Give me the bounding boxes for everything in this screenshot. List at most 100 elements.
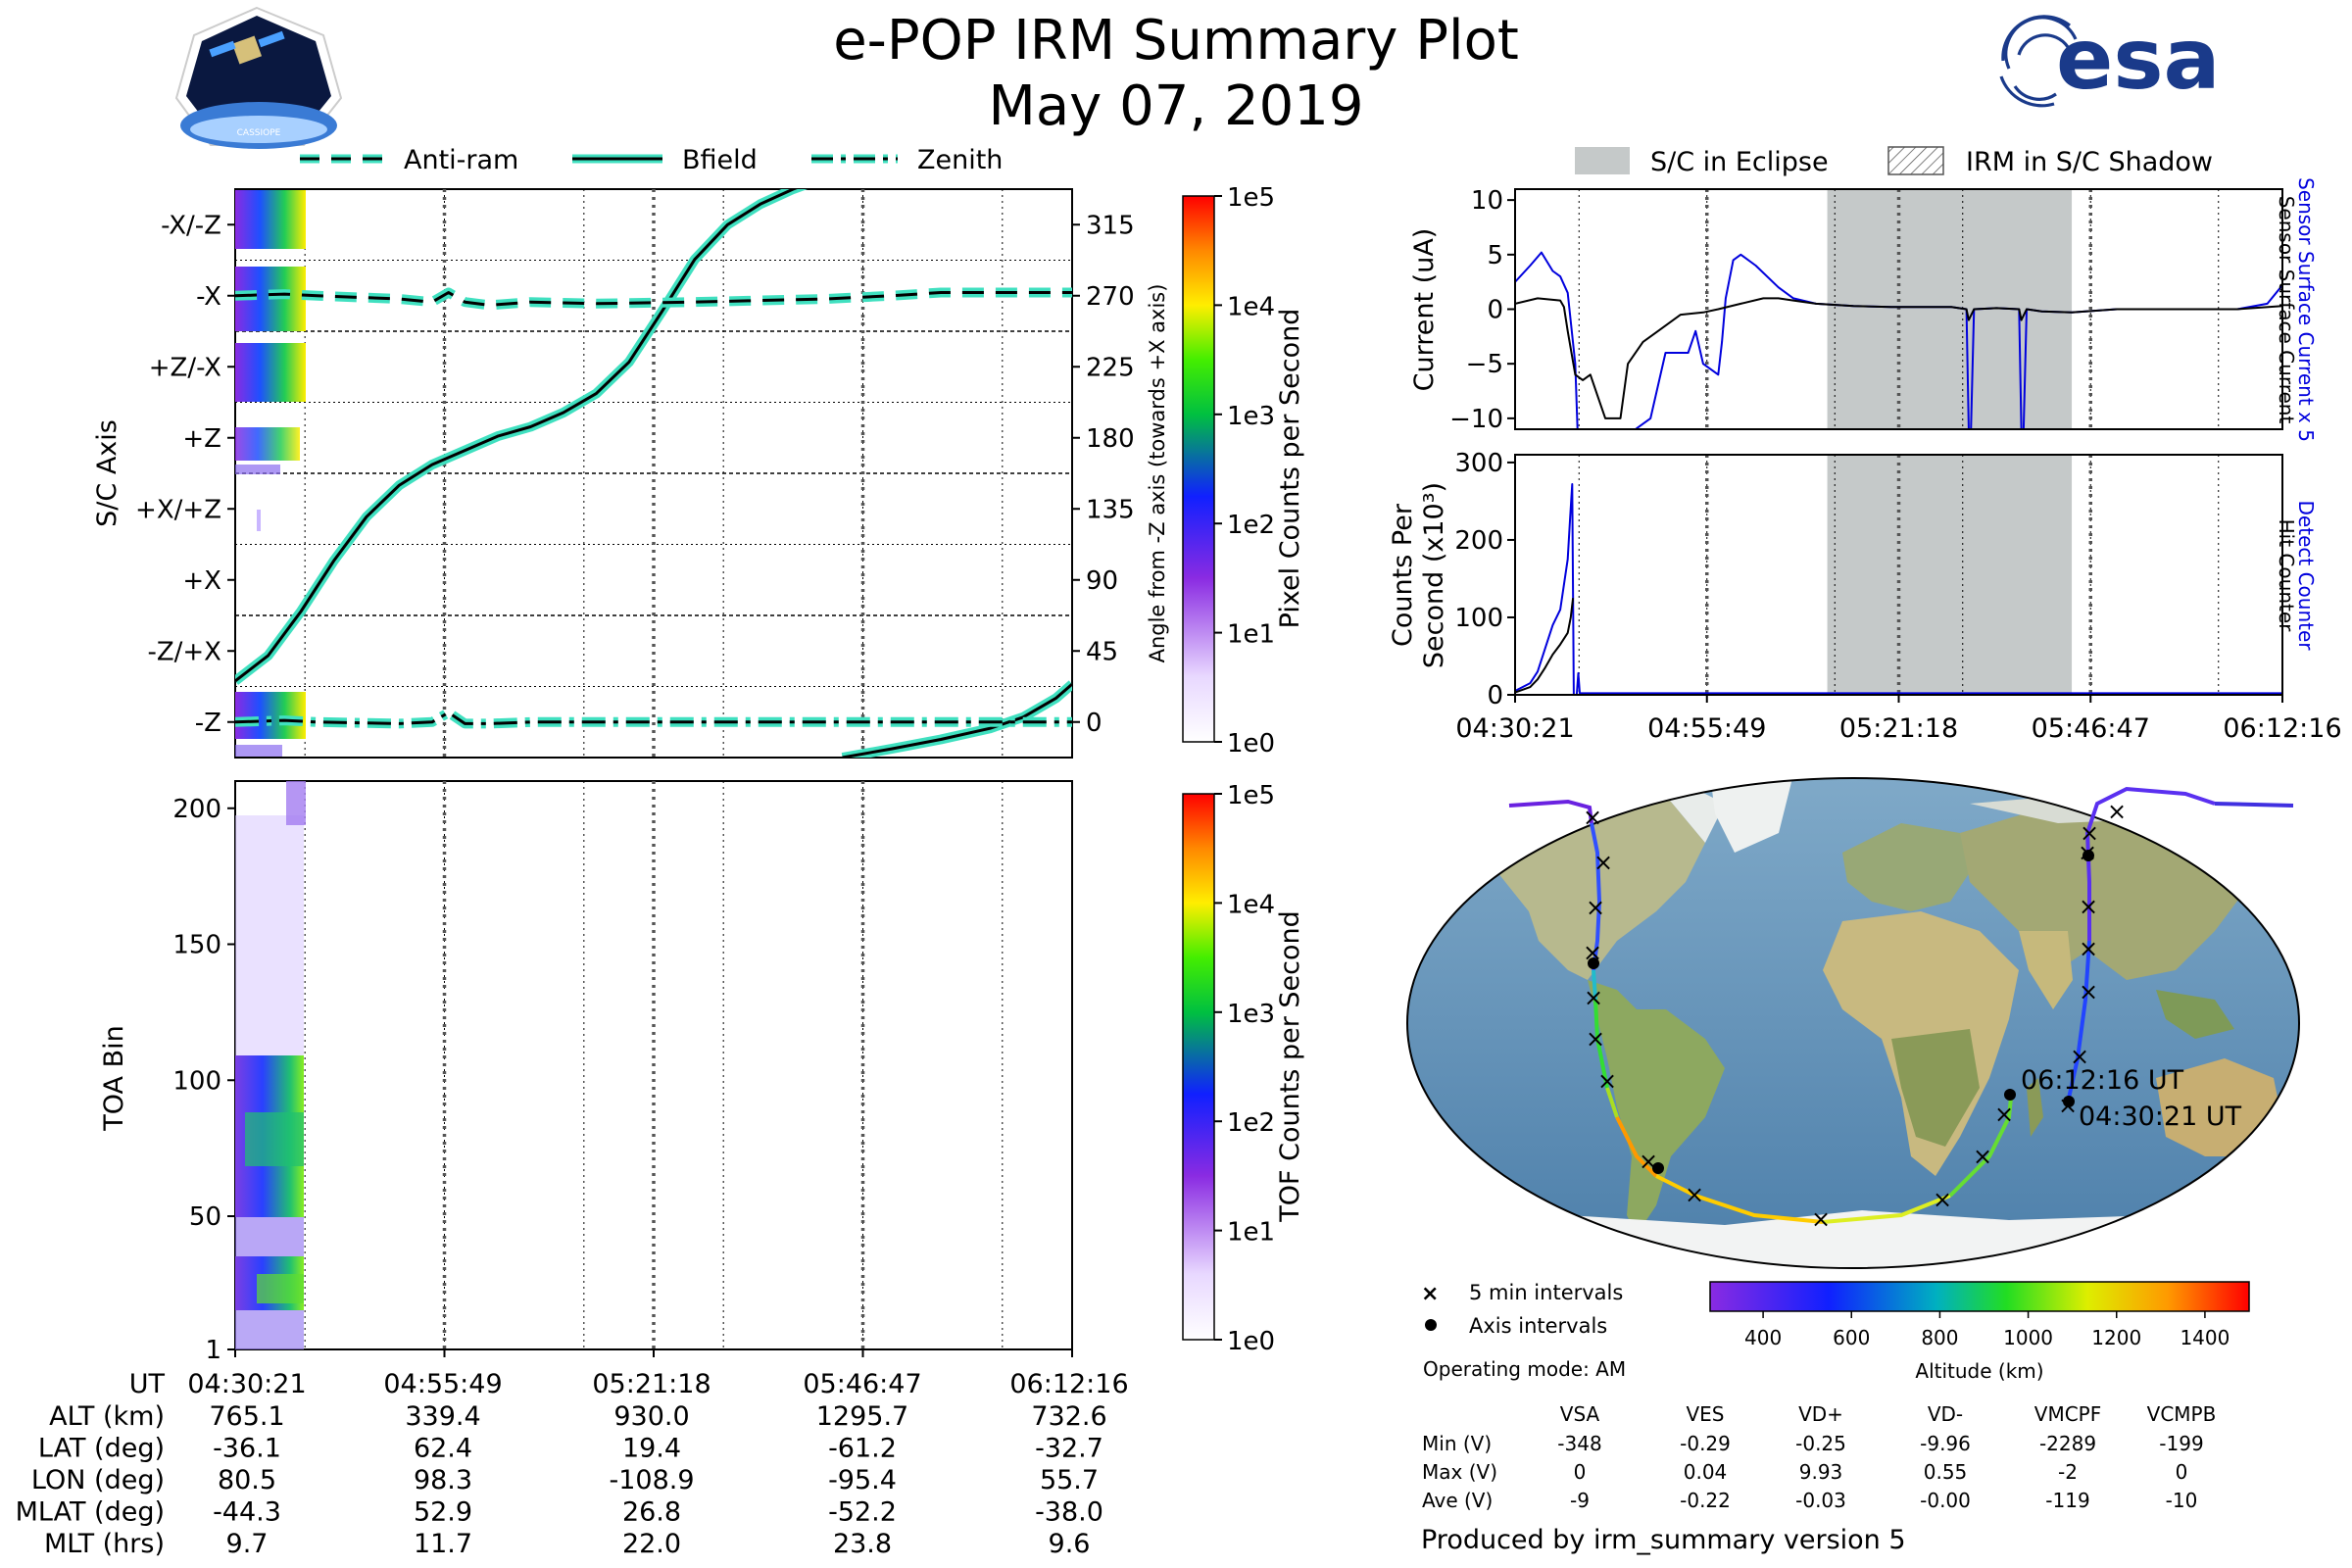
orbit-value: -108.9 xyxy=(609,1465,694,1495)
orbit-table-ut: UT xyxy=(129,1369,166,1399)
sc-axis-left-tick: -Z xyxy=(195,709,221,738)
voltage-value: -9.96 xyxy=(1920,1432,1971,1455)
map-label-end: 06:12:16 UT xyxy=(2021,1065,2184,1096)
orbit-value: 930.0 xyxy=(613,1401,689,1432)
orbit-value: 22.0 xyxy=(622,1529,681,1559)
orbit-value: -44.3 xyxy=(213,1497,281,1528)
orbit-value: 98.3 xyxy=(414,1465,472,1495)
altitude-tick-label: 400 xyxy=(1744,1326,1782,1349)
orbit-value: 55.7 xyxy=(1040,1465,1099,1495)
esa-wordmark: esa xyxy=(2056,11,2221,109)
orbit-value: 23.8 xyxy=(833,1529,892,1559)
voltage-col-header: VD- xyxy=(1928,1402,1963,1426)
legend-zenith-label: Zenith xyxy=(917,145,1003,175)
orbit-table-times: 04:30:21 04:55:49 05:21:18 05:46:47 06:12:16 xyxy=(187,1369,1128,1399)
orbit-value: 62.4 xyxy=(414,1434,472,1464)
tof-colorbar-label: TOF Counts per Second xyxy=(1275,910,1305,1223)
ytick-label: 0 xyxy=(1487,296,1503,325)
axis-dot-marker xyxy=(2063,1096,2075,1107)
pixel-colorbar-label: Pixel Counts per Second xyxy=(1275,309,1305,629)
interval-x-marker: × xyxy=(2070,1043,2089,1070)
track-segment xyxy=(1822,1194,1951,1224)
colorbar-tick-label: 1e2 xyxy=(1227,1108,1275,1138)
orbit-time: 04:55:49 xyxy=(383,1369,502,1399)
mission-badge: CASSIOPE xyxy=(174,6,343,149)
interval-x-marker: × xyxy=(2080,819,2099,847)
sc-axis-left-tick: +X/+Z xyxy=(135,495,221,524)
voltage-value: -199 xyxy=(2159,1432,2203,1455)
sc-axis-left-tick: -X/-Z xyxy=(161,211,221,240)
track-segment xyxy=(1592,969,1597,1001)
counts-yticks: 300 200 100 0 xyxy=(1454,449,1515,710)
legend-bfield: Bfield xyxy=(572,145,758,175)
orbit-table: UT 04:30:21 04:55:49 05:21:18 05:46:47 06:12… xyxy=(16,1369,1129,1559)
counts-xticks: 04:30:21 04:55:49 05:21:18 05:46:47 06:12:16 xyxy=(1455,695,2342,744)
legend-x-marker: × xyxy=(1421,1282,1439,1306)
time-tick-label: 05:46:47 xyxy=(2032,713,2150,744)
orbit-value: -36.1 xyxy=(213,1434,281,1464)
counts-lines xyxy=(1515,483,2282,695)
orbit-markers: ××××××××××××××××××××× xyxy=(1583,798,2127,1233)
orbit-value: 9.6 xyxy=(1049,1529,1091,1559)
ytick-label: 0 xyxy=(1487,681,1503,710)
legend-anti-ram-label: Anti-ram xyxy=(404,145,518,175)
altitude-tick-label: 600 xyxy=(1833,1326,1870,1349)
voltage-col-header: VMCPF xyxy=(2034,1402,2101,1426)
badge-label: CASSIOPE xyxy=(237,128,281,138)
page-date: May 07, 2019 xyxy=(989,74,1364,138)
current-lines xyxy=(1515,251,2282,429)
series-line xyxy=(235,291,1072,307)
orbit-map: ××××××××××××××××××××× 06:12:16 UT 04:30:… xyxy=(1406,777,2300,1269)
ytick-label: 5 xyxy=(1487,241,1503,270)
track-segment xyxy=(1655,1174,1824,1224)
legend-bfield-label: Bfield xyxy=(682,145,758,175)
voltage-row-label: Min (V) xyxy=(1422,1432,1492,1455)
voltage-col-header: VCMPB xyxy=(2147,1402,2217,1426)
orbit-row-label: MLT (hrs) xyxy=(44,1529,165,1559)
top-legend: Anti-ram Bfield Zenith xyxy=(300,145,1003,175)
page-title: e-POP IRM Summary Plot xyxy=(833,9,1519,73)
toa-grid xyxy=(234,781,1004,1349)
legend-zenith: Zenith xyxy=(811,145,1003,175)
current-eclipse-band xyxy=(1827,189,2073,429)
voltage-value: 0 xyxy=(2176,1460,2188,1484)
track-segment xyxy=(1508,799,1593,824)
axis-dot-marker xyxy=(1588,957,1599,969)
tof-colorbar: 1e0 1e1 1e2 1e3 1e4 1e5 TOF Counts per Second xyxy=(1182,781,1305,1356)
interval-x-marker: × xyxy=(2079,893,2098,920)
sc-axis-left-tick: -Z/+X xyxy=(147,637,221,666)
track-segment xyxy=(2214,802,2294,808)
colorbar-tick-label: 1e1 xyxy=(1227,620,1275,650)
track-segment xyxy=(1605,1087,1619,1118)
track-segment xyxy=(2084,786,2216,941)
sc-axis-left-tick: -X xyxy=(196,282,221,312)
colorbar-tick-label: 1e0 xyxy=(1227,1327,1275,1356)
sc-axis-ylabel: S/C Axis xyxy=(92,419,122,527)
orbit-value: 339.4 xyxy=(405,1401,480,1432)
sc-axis-right-ticks: 315 270 225 180 135 90 45 0 xyxy=(1072,211,1135,738)
toa-heatmap xyxy=(235,781,306,1349)
colorbar-tick-label: 1e3 xyxy=(1227,402,1275,431)
series-line xyxy=(1515,297,2282,419)
orbit-time: 06:12:16 xyxy=(1009,1369,1128,1399)
track-segment xyxy=(1948,1097,2013,1198)
time-tick-label: 06:12:16 xyxy=(2223,713,2341,744)
voltage-value: -348 xyxy=(1557,1432,1601,1455)
colorbar-tick-label: 1e1 xyxy=(1227,1218,1275,1248)
interval-x-marker: × xyxy=(1811,1205,1831,1233)
counts-eclipse-band xyxy=(1827,455,2073,695)
voltage-value: 0 xyxy=(1574,1460,1587,1484)
sc-axis-left-tick: +X xyxy=(182,566,221,596)
legend-dot-label: Axis intervals xyxy=(1469,1314,1607,1338)
interval-x-marker: × xyxy=(1593,849,1613,876)
interval-x-marker: × xyxy=(2107,798,2127,825)
series-line xyxy=(235,710,1072,725)
voltage-table: VSA VES VD+ VD- VMCPF VCMPB Min (V) -348 -0.29 -0… xyxy=(1422,1402,2216,1512)
orbit-value: -52.2 xyxy=(828,1497,897,1528)
time-tick-label: 05:21:18 xyxy=(1839,713,1958,744)
voltage-value: -0.22 xyxy=(1680,1489,1731,1512)
pixel-colorbar-ticks: 1e0 1e1 1e2 1e3 1e4 1e5 xyxy=(1214,183,1275,759)
toa-ytick: 200 xyxy=(172,795,221,824)
